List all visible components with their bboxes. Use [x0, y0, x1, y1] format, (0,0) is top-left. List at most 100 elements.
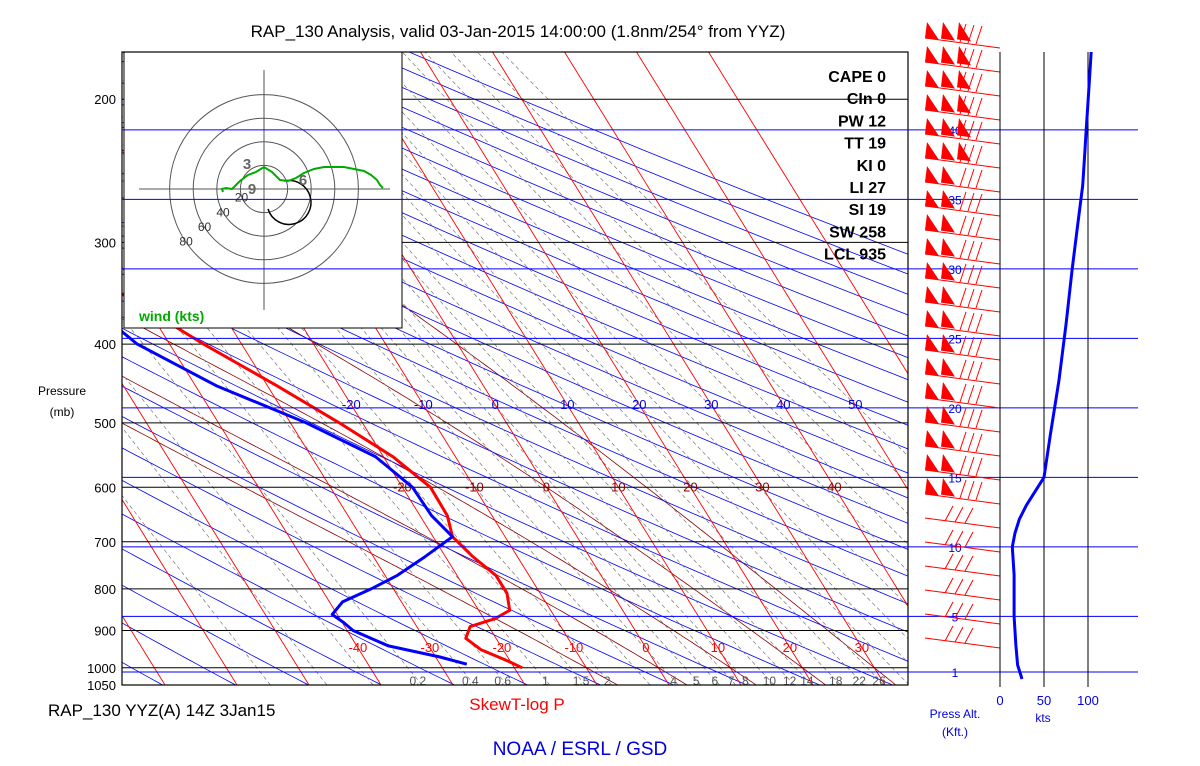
wind-barb-pennant [941, 190, 955, 209]
wind-barb-pennant [925, 94, 939, 112]
wind-barb-flag [959, 167, 967, 187]
wind-barb-flag [975, 361, 983, 381]
mixing-ratio-line [217, 52, 795, 685]
profile-lines [122, 292, 523, 670]
mixing-ratio-label: 1 [542, 674, 549, 688]
mixing-ratio-line [122, 142, 586, 685]
wind-barb-staff [924, 613, 1001, 625]
wind-barb-flag [975, 49, 983, 69]
altitude-tick-label: 1 [952, 666, 959, 680]
mixing-ratio-label: 14 [800, 674, 814, 688]
wind-barb-staff [924, 565, 1001, 577]
hodograph-ring [239, 164, 289, 214]
dry-adiabat-line [122, 82, 908, 426]
stat-lcl: LCL 935 [824, 247, 886, 264]
pressure-tick-label: 700 [94, 535, 116, 550]
isotherm-label: 0 [543, 479, 550, 494]
wind-barb-pennant [941, 334, 955, 353]
pressure-tick-label: 800 [94, 582, 116, 597]
wind-barb-flag [975, 433, 983, 453]
wind-barb-pennant [941, 310, 955, 329]
mixing-ratio-line [122, 426, 328, 685]
wind-barb-flag [975, 337, 983, 357]
isotherm-label: 0 [492, 397, 499, 412]
pressure-tick-labels: 200 300 400 500 600 700 800 900 1000 1050 [87, 92, 116, 693]
mixing-ratio-line [327, 52, 908, 663]
wind-barb-flag [964, 555, 974, 572]
wind-barb-flag [967, 264, 975, 284]
skewt-label: SkewT-log P [469, 695, 564, 714]
wind-barb-flag [967, 384, 975, 404]
wind-barb-flag [975, 97, 983, 117]
wind-barb-pennant [925, 190, 939, 208]
isotherm-label: 30 [704, 397, 718, 412]
wind-barb-pennant [957, 118, 971, 138]
press-alt-label: Press Alt. [930, 707, 981, 721]
wind-barb-flag [975, 193, 983, 213]
dry-adiabat-line [122, 584, 309, 685]
wind-barb-pennant [941, 70, 955, 89]
wind-barb-flag [959, 263, 967, 283]
dry-adiabat-line [233, 52, 908, 337]
wind-barb-flag [959, 95, 967, 115]
wind-barb-flag [975, 289, 983, 309]
wind-barb-pennant [925, 118, 939, 136]
wind-barb-flag [959, 431, 967, 451]
altitude-tick-label: 30 [948, 263, 962, 277]
wind-barb-pennant [941, 142, 955, 161]
wind-barb-flag [964, 579, 974, 596]
dry-adiabat-line [122, 103, 908, 450]
wind-barb-flag [959, 287, 967, 307]
wind-barb-pennant [941, 478, 955, 497]
wind-barb-flag [967, 192, 975, 212]
wind-barb-flag [975, 217, 983, 237]
pressure-tick-label: 200 [94, 92, 116, 107]
wind-barb-flag [967, 456, 975, 476]
wind-barb-flag [967, 144, 975, 164]
mixing-ratio-line [122, 373, 374, 685]
mixing-ratio-label: 1.5 [573, 674, 590, 688]
mixing-ratio-line [346, 52, 908, 640]
plot-frame [121, 51, 909, 686]
hodograph-ring-label: 40 [216, 205, 230, 219]
pressure-tick-label: 600 [94, 480, 116, 495]
wind-barb-flag [959, 215, 967, 235]
wind-barb-flag [975, 121, 983, 141]
wind-barb-flag [967, 312, 975, 332]
wind-barb-pennant [941, 358, 955, 377]
mixing-ratio-label: 5 [693, 674, 700, 688]
wind-barb-flag [954, 602, 964, 619]
wind-barb-pennant [925, 382, 939, 400]
wind-barb-flag [954, 578, 964, 595]
isotherm-line [708, 52, 908, 375]
isotherm-label: 40 [776, 397, 790, 412]
mixing-ratio-label: 0.4 [462, 674, 479, 688]
mixing-ratio-line [122, 52, 679, 685]
mixing-ratio-line [254, 52, 841, 685]
wind-barb-pennant [957, 22, 971, 42]
altitude-lines: 1510152025303540 [122, 124, 1138, 680]
mixing-ratio-line [310, 52, 908, 685]
wind-barb-flag [967, 432, 975, 452]
source-label: NOAA / ESRL / GSD [493, 739, 668, 760]
wind-barb-flag [967, 216, 975, 236]
pressure-tick-label: 300 [94, 235, 116, 250]
wind-barb-flag [959, 239, 967, 259]
wind-barb-pennant [957, 94, 971, 114]
wind-barb-flag [944, 505, 954, 522]
wind-barb-flag [944, 625, 954, 642]
dewpoint-profile-line [122, 329, 468, 666]
wind-barb-pennant [925, 214, 939, 232]
moist-adiabat-line [122, 316, 757, 685]
wind-barb-flag [975, 265, 983, 285]
dry-adiabat-line [122, 548, 382, 685]
isotherm-line [122, 498, 238, 685]
dry-adiabat-line [320, 52, 908, 295]
wind-speed-profile-line [1010, 52, 1093, 680]
sounding-stats: CAPE 0 CIn 0 PW 12 TT 19 KI 0 LI 27 SI 19 SW 25… [824, 69, 886, 264]
wind-barb-pennant [941, 406, 955, 425]
wind-barb-flag [967, 96, 975, 116]
wind-barb-flag [975, 169, 983, 189]
isotherm-line [0, 52, 93, 685]
mixing-ratio-label: 18 [829, 674, 843, 688]
